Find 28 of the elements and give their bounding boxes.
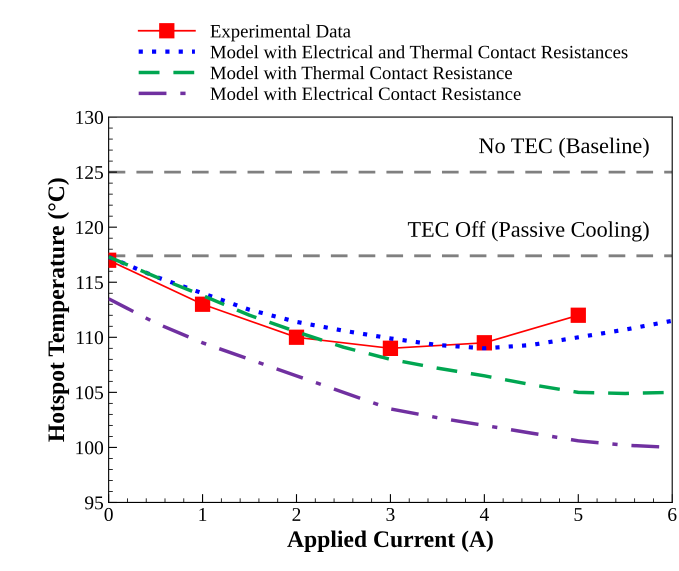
point	[288, 330, 304, 345]
y-axis-title: Hotspot Temperature (°C)	[48, 178, 70, 442]
legend-label: Model with Electrical and Thermal Contact Resistances	[210, 45, 628, 58]
y-tick-label: 125	[76, 166, 104, 180]
x-tick-label: 6	[668, 508, 676, 522]
x-tick-label: 3	[386, 508, 395, 522]
point	[570, 308, 586, 323]
y-tick-label: 110	[77, 331, 104, 344]
y-tick-label: 130	[76, 110, 104, 124]
point	[194, 296, 210, 312]
ref-line-label: TEC Off (Passive Cooling)	[408, 221, 649, 242]
x-tick-label: 5	[574, 508, 582, 522]
x-tick-label: 2	[292, 508, 300, 521]
legend-label: Model with Electrical Contact Resistance	[210, 86, 521, 100]
ref-line-label: No TEC (Baseline)	[479, 138, 649, 158]
point	[476, 335, 492, 350]
x-axis-title: Applied Current (A)	[287, 530, 493, 552]
x-tick-label: 1	[199, 508, 206, 521]
y-tick-label: 105	[76, 386, 104, 400]
legend-label: Model with Thermal Contact Resistance	[210, 66, 512, 80]
legend-label: Experimental Data	[210, 24, 351, 42]
x-tick-label: 4	[480, 508, 489, 521]
point	[382, 340, 398, 356]
y-tick-label: 95	[84, 496, 104, 510]
x-tick-label: 0	[104, 508, 113, 522]
y-tick-label: 100	[76, 441, 104, 454]
y-tick-label: 120	[76, 220, 104, 234]
y-tick-label: 115	[77, 276, 104, 290]
